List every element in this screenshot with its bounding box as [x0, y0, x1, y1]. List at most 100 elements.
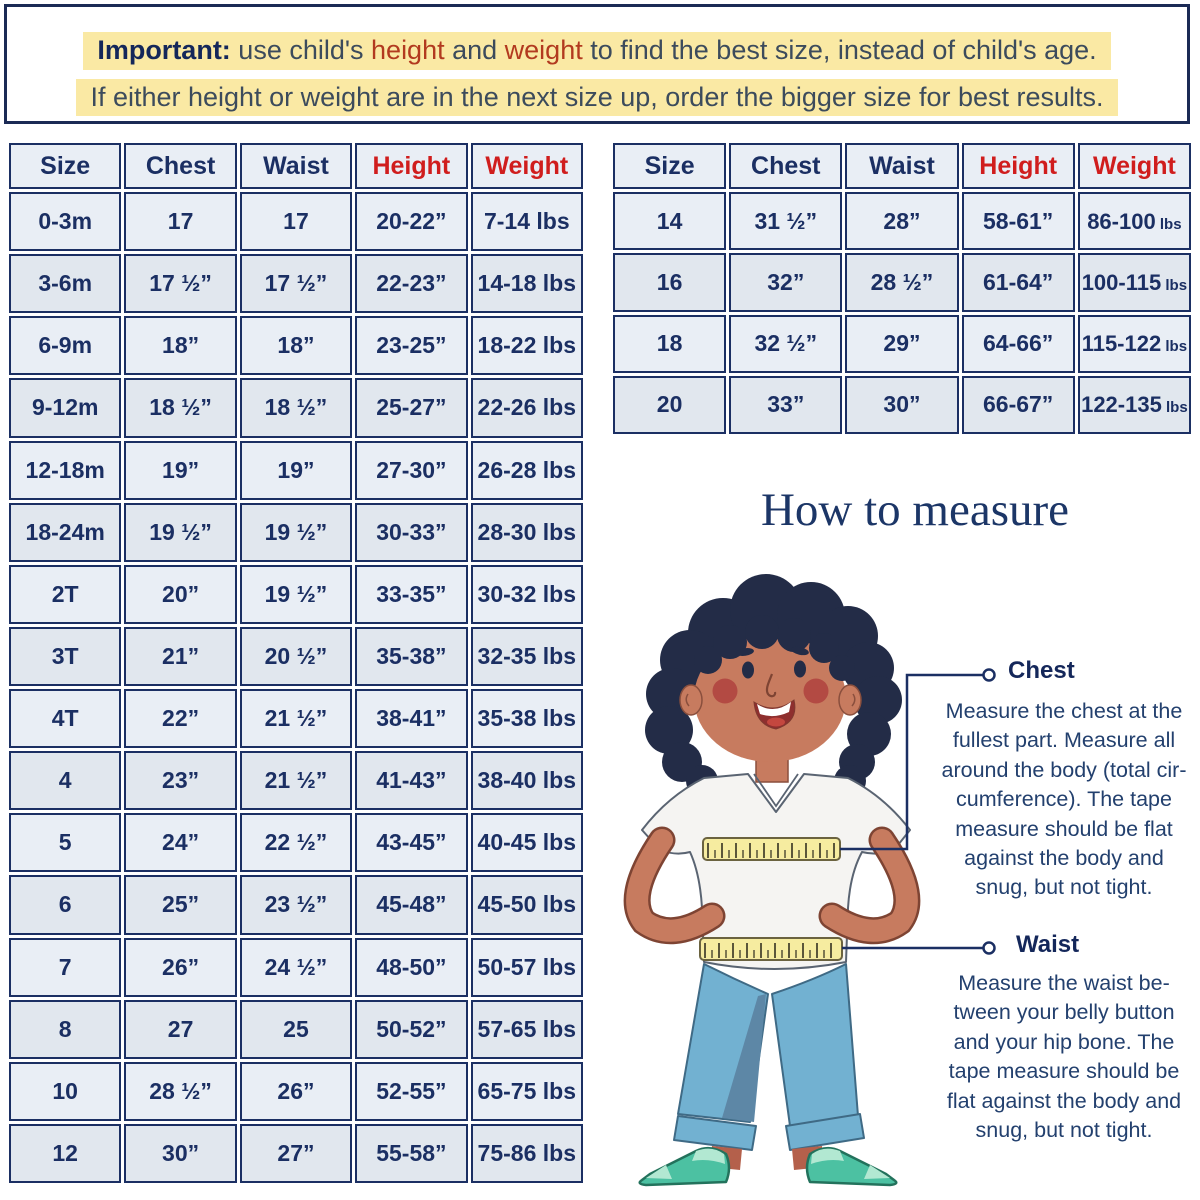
measurement-value: 57-65 lbs	[470, 999, 583, 1059]
shirt-collar	[753, 773, 799, 808]
size-label: 3T	[9, 626, 122, 686]
measurement-value: 7-14 lbs	[470, 192, 583, 252]
size-label: 10	[9, 1061, 122, 1121]
measurement-value: 75-86 lbs	[470, 1123, 583, 1183]
size-row-18: 18 32 ½” 29” 64-66” 115-122 lbs	[613, 314, 1191, 373]
measurement-value: 33-35”	[355, 564, 468, 624]
measurement-value: 58-61”	[961, 192, 1075, 251]
measurement-value: 22-26 lbs	[470, 378, 583, 438]
mouth	[753, 699, 796, 730]
waist-connector-dot	[982, 941, 996, 955]
measurement-value: 115-122 lbs	[1077, 314, 1191, 373]
measurement-value: 26”	[124, 937, 237, 997]
measurement-value: 50-52”	[355, 999, 468, 1059]
size-row-6-9m: 6-9m 18” 18” 23-25” 18-22 lbs	[9, 316, 583, 376]
measurement-value: 20-22”	[355, 192, 468, 252]
measurement-value: 122-135 lbs	[1077, 375, 1191, 434]
chest-connector-line	[840, 673, 983, 851]
measurement-value: 31 ½”	[729, 192, 843, 251]
column-header-waist: Waist	[239, 143, 353, 189]
measurement-value: 43-45”	[355, 813, 468, 873]
size-row-20: 20 33” 30” 66-67” 122-135 lbs	[613, 375, 1191, 434]
measurement-value: 27”	[239, 1123, 353, 1183]
measurement-value: 28-30 lbs	[470, 502, 583, 562]
measurement-value: 38-40 lbs	[470, 751, 583, 811]
measurement-value: 38-41”	[355, 689, 468, 749]
shoes	[638, 1146, 898, 1187]
measurement-value: 21”	[124, 626, 237, 686]
measurement-value: 41-43”	[355, 751, 468, 811]
chest-connector-dot	[982, 668, 996, 682]
measurement-value: 18-22 lbs	[470, 316, 583, 376]
measurement-value: 55-58”	[355, 1123, 468, 1183]
measurement-value: 22 ½”	[239, 813, 353, 873]
measurement-value: 21 ½”	[239, 751, 353, 811]
size-row-18-24m: 18-24m 19 ½” 19 ½” 30-33” 28-30 lbs	[9, 502, 583, 562]
connector-lines	[840, 668, 996, 955]
child-illustration	[623, 574, 996, 1187]
waist-measure-label: Waist	[1016, 931, 1080, 958]
size-label: 9-12m	[9, 378, 122, 438]
header-row: Size Chest Waist Height Weight	[613, 143, 1191, 189]
measurement-value: 65-75 lbs	[470, 1061, 583, 1121]
child-figure	[623, 574, 921, 1187]
measurement-value: 45-48”	[355, 875, 468, 935]
important-notice-banner: Important: use child's height and weight…	[4, 4, 1190, 124]
size-label: 7	[9, 937, 122, 997]
measuring-tape-chest-icon	[702, 837, 841, 861]
size-row-7: 7 26” 24 ½” 48-50” 50-57 lbs	[9, 937, 583, 997]
measurement-value: 30”	[124, 1123, 237, 1183]
measurement-value: 23 ½”	[239, 875, 353, 935]
size-row-4: 4 23” 21 ½” 41-43” 38-40 lbs	[9, 751, 583, 811]
size-label: 4	[9, 751, 122, 811]
notice-line-2: If either height or weight are in the ne…	[76, 78, 1118, 117]
measurement-value: 61-64”	[961, 253, 1075, 312]
measurement-value: 17	[239, 192, 353, 252]
size-label: 4T	[9, 689, 122, 749]
measurement-value: 32”	[729, 253, 843, 312]
column-header-size: Size	[613, 143, 727, 189]
measurement-value: 19 ½”	[239, 502, 353, 562]
size-row-2t: 2T 20” 19 ½” 33-35” 30-32 lbs	[9, 564, 583, 624]
face	[694, 634, 846, 762]
size-label: 16	[613, 253, 727, 312]
measurement-value: 27	[124, 999, 237, 1059]
column-header-chest: Chest	[729, 143, 843, 189]
size-label: 6	[9, 875, 122, 935]
measurement-value: 20 ½”	[239, 626, 353, 686]
chest-measure-label: Chest	[1008, 657, 1075, 684]
measurement-value: 28”	[845, 192, 959, 251]
notice-weight-word: weight	[504, 35, 583, 65]
measurement-value: 86-100 lbs	[1077, 192, 1191, 251]
measurement-value: 17 ½”	[124, 254, 237, 314]
size-row-14: 14 31 ½” 28” 58-61” 86-100 lbs	[613, 192, 1191, 251]
measurement-value: 100-115 lbs	[1077, 253, 1191, 312]
notice-line-1: Important: use child's height and weight…	[83, 32, 1111, 70]
column-header-size: Size	[9, 143, 122, 189]
notice-lead: Important:	[97, 35, 231, 65]
measurement-value: 23-25”	[355, 316, 468, 376]
size-label: 3-6m	[9, 254, 122, 314]
measurement-value: 25”	[124, 875, 237, 935]
measurement-value: 30-33”	[355, 502, 468, 562]
arms	[623, 826, 921, 945]
column-header-height: Height	[961, 143, 1075, 189]
column-header-waist: Waist	[845, 143, 959, 189]
size-label: 6-9m	[9, 316, 122, 376]
measurement-value: 19”	[124, 440, 237, 500]
measurement-value: 32 ½”	[729, 314, 843, 373]
measurement-value: 28 ½”	[845, 253, 959, 312]
size-label: 12-18m	[9, 440, 122, 500]
size-label: 8	[9, 999, 122, 1059]
measurement-value: 26”	[239, 1061, 353, 1121]
size-row-6: 6 25” 23 ½” 45-48” 45-50 lbs	[9, 875, 583, 935]
size-label: 0-3m	[9, 192, 122, 252]
measurement-value: 24 ½”	[239, 937, 353, 997]
measurement-value: 30-32 lbs	[470, 564, 583, 624]
how-to-measure-title: How to measure	[760, 484, 1070, 536]
measurement-value: 24”	[124, 813, 237, 873]
size-row-4t: 4T 22” 21 ½” 38-41” 35-38 lbs	[9, 689, 583, 749]
size-row-16: 16 32” 28 ½” 61-64” 100-115 lbs	[613, 253, 1191, 312]
size-label: 5	[9, 813, 122, 873]
size-label: 18-24m	[9, 502, 122, 562]
